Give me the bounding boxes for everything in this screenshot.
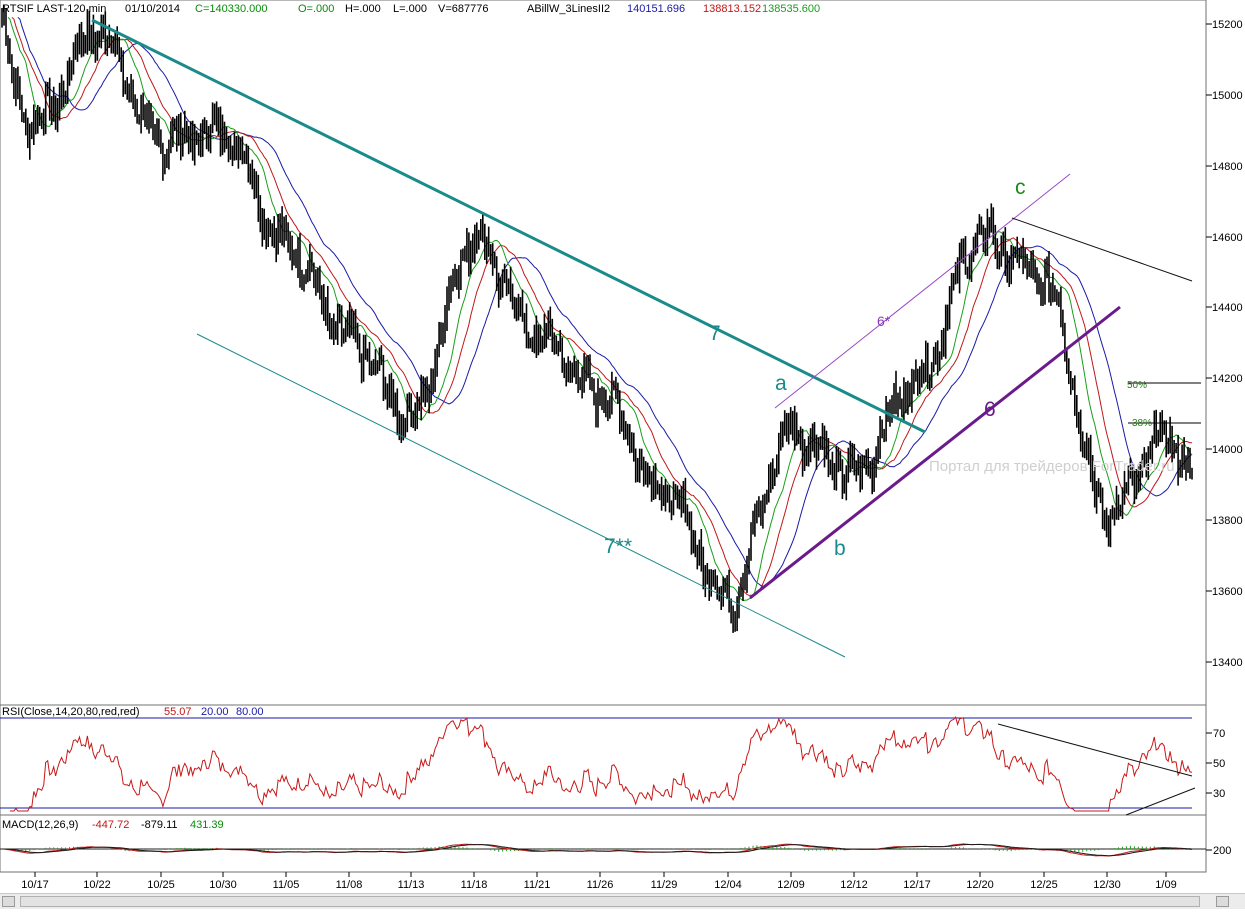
moving-average-blue [17, 17, 1193, 587]
date-axis: 10/17 10/22 10/25 10/30 11/05 11/08 11/13 11/18… [21, 872, 1177, 891]
date-tick-label: 12/20 [966, 879, 994, 891]
date-tick-label: 11/05 [273, 879, 300, 891]
date-tick-label: 10/17 [21, 879, 49, 891]
header-line-value-3: 138535.600 [762, 3, 820, 15]
fib-38-label: 38% [1132, 418, 1152, 429]
watermark: Портал для трейдеров ForTrader.ru [929, 458, 1175, 475]
date-tick-label: 10/22 [83, 879, 111, 891]
rsi-support-line [1125, 787, 1196, 816]
rsi-panel-frame [0, 704, 1207, 816]
rsi-tick-label: 30 [1213, 788, 1225, 800]
date-tick-label: 12/12 [840, 879, 868, 891]
trendline-7-channel [196, 333, 846, 658]
wave-label-six: 6 [984, 398, 996, 421]
price-tick-label: 14400 [1212, 302, 1243, 314]
price-tick-label: 14200 [1212, 373, 1243, 385]
date-tick-label: 12/04 [714, 879, 742, 891]
price-tick-label: 13600 [1212, 586, 1243, 598]
macd-label: MACD(12,26,9) [2, 819, 78, 831]
macd-signal-value: -879.11 [141, 819, 178, 831]
price-tick-label: 14800 [1212, 161, 1243, 173]
price-tick-label: 15200 [1212, 19, 1243, 31]
header-close: C=140330.000 [195, 3, 267, 15]
macd-tick-label: 200 [1213, 845, 1231, 857]
trendline-c-resistance [1011, 217, 1193, 282]
date-tick-label: 11/18 [461, 879, 488, 891]
wave-label-seven-star: 7** [604, 535, 632, 558]
date-tick-label: 11/08 [336, 879, 363, 891]
header-high: H=.000 [345, 3, 381, 15]
horizontal-scrollbar[interactable] [0, 893, 1245, 909]
macd-panel-frame [0, 814, 1207, 873]
macd-value: -447.72 [92, 819, 129, 831]
date-tick-label: 11/29 [651, 879, 678, 891]
date-tick-label: 12/30 [1093, 879, 1121, 891]
trendline-7 [91, 18, 926, 434]
price-tick-label: 15000 [1212, 90, 1243, 102]
rsi-line [9, 716, 1193, 812]
price-tick-label: 14600 [1212, 232, 1243, 244]
wave-label-six-star: 6* [877, 313, 891, 329]
macd-histogram-value: 431.39 [190, 819, 224, 831]
rsi-level-high: 80.00 [236, 706, 264, 718]
trendline-6-channel [774, 173, 1071, 409]
date-tick-label: 12/25 [1030, 879, 1058, 891]
rsi-tick-label: 70 [1213, 728, 1225, 740]
date-tick-label: 11/26 [587, 879, 614, 891]
price-tick-label: 14000 [1212, 444, 1243, 456]
header-volume: V=687776 [438, 3, 488, 15]
wave-label-a: a [775, 372, 787, 395]
header-low: L=.000 [393, 3, 427, 15]
price-panel-frame [0, 0, 1207, 706]
date-tick-label: 10/25 [147, 879, 175, 891]
date-tick-label: 11/13 [398, 879, 425, 891]
scroll-right-button[interactable] [1216, 896, 1229, 907]
trendline-6 [749, 305, 1121, 600]
wave-label-b: b [834, 537, 846, 560]
fib-50-label: 50% [1127, 380, 1147, 391]
header-indicator: ABillW_3LinesII2 [527, 3, 610, 15]
header-line-value-2: 138813.152 [703, 3, 761, 15]
header-date: 01/10/2014 [125, 3, 180, 15]
rsi-tick-label: 50 [1213, 758, 1225, 770]
rsi-level-low: 20.00 [201, 706, 229, 718]
rsi-label: RSI(Close,14,20,80,red,red) [2, 706, 140, 718]
header-open: O=.000 [298, 3, 334, 15]
header-line-value-1: 140151.696 [627, 3, 685, 15]
date-tick-label: 1/09 [1155, 879, 1176, 891]
price-ticks: 15200 15000 14800 14600 14400 14200 1400… [1206, 19, 1243, 669]
date-tick-label: 12/09 [777, 879, 805, 891]
price-tick-label: 13400 [1212, 657, 1243, 669]
price-tick-label: 13800 [1212, 515, 1243, 527]
header-symbol: RTSIF LAST-120 min [2, 3, 106, 15]
wave-label-seven: 7 [709, 322, 721, 345]
rsi-resistance-line [997, 723, 1193, 777]
macd-signal-line [2, 844, 1193, 857]
date-tick-label: 12/17 [903, 879, 931, 891]
scroll-thumb[interactable] [20, 896, 1200, 907]
rsi-value: 55.07 [164, 706, 192, 718]
price-bars [1, 5, 1193, 633]
scroll-left-button[interactable] [2, 896, 15, 907]
date-tick-label: 11/21 [524, 879, 551, 891]
date-tick-label: 10/30 [209, 879, 237, 891]
wave-label-c: c [1015, 176, 1026, 199]
